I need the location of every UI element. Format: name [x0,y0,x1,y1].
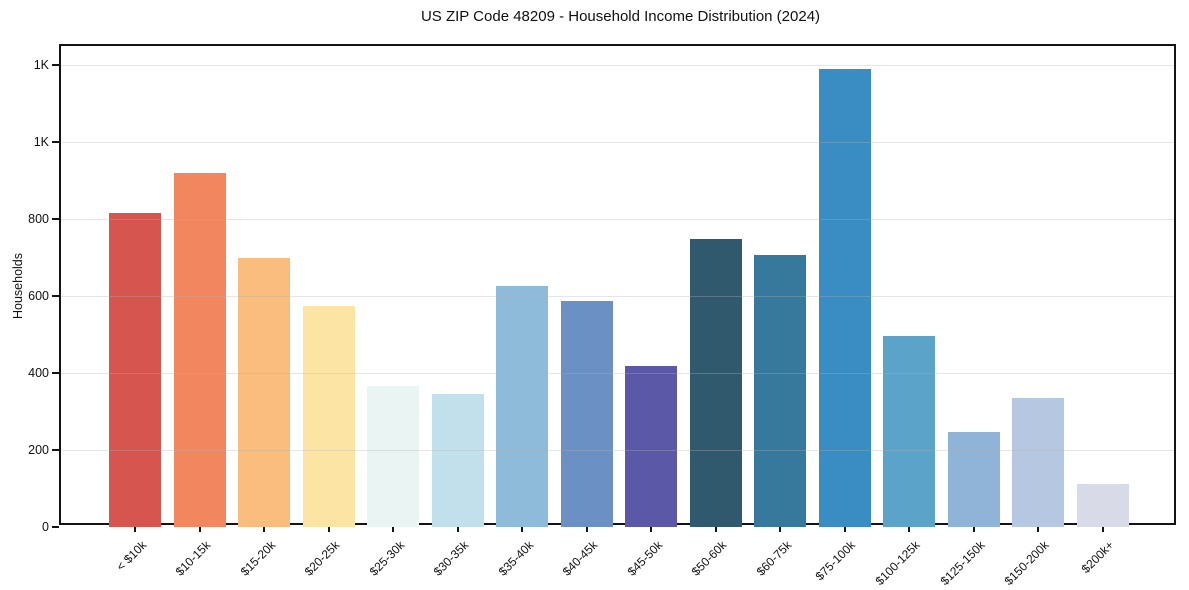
x-tick-label: $75-100k [813,538,859,584]
bar [367,386,419,527]
x-tick-label: $15-20k [237,538,278,579]
x-tick-mark [1101,527,1104,532]
y-tick-label: 600 [28,289,49,304]
plot-area: 0 200 400 600 800 1K 1K < $10k $10-15k $15-20k $20… [28,44,1176,588]
y-tick-mark [52,218,59,221]
y-tick-label: 1K [33,135,49,150]
bar [754,255,806,527]
x-tick-mark [327,527,330,532]
bar [431,393,484,527]
bar [173,172,226,527]
bar [302,305,355,527]
x-tick-mark [908,527,910,532]
bar [883,335,935,527]
x-tick-mark [650,527,652,532]
x-tick-mark [843,527,846,532]
chart-title: US ZIP Code 48209 - Household Income Dis… [420,8,821,25]
y-tick-label: 400 [28,366,49,381]
bar [818,69,871,527]
x-tick-label: $125-150k [937,538,988,589]
gridline [61,142,1174,143]
x-tick-mark [263,527,265,532]
y-tick-label: 200 [28,443,49,458]
bar [496,286,548,527]
x-tick-mark [972,527,975,532]
y-tick-label: 1K [33,58,49,73]
x-tick-label: $30-35k [430,538,472,579]
y-tick-label: 0 [42,520,49,534]
x-tick-label: $35-40k [495,538,536,579]
y-tick-mark [52,526,59,528]
x-tick-label: $200k+ [1078,538,1117,576]
x-tick-mark [456,527,459,532]
x-tick-mark [779,527,781,532]
y-tick-mark [52,449,59,452]
bar [947,432,1000,527]
x-tick-mark [1037,527,1039,532]
x-tick-label: $40-45k [559,538,601,579]
x-tick-label: $45-50k [624,538,665,579]
x-tick-label: $20-25k [301,538,343,579]
x-tick-mark [585,527,588,532]
x-tick-mark [198,527,201,532]
x-tick-mark [392,527,394,532]
bar [1012,398,1064,527]
gridline [61,296,1174,297]
y-tick-mark [52,372,59,375]
x-tick-label: $100-125k [872,538,923,589]
x-tick-label: $25-30k [366,538,407,579]
x-tick-mark [714,527,717,532]
x-tick-label: $150-200k [1001,538,1052,589]
bar [109,213,161,527]
gridline [61,373,1174,374]
x-tick-mark [521,527,523,532]
bar [238,258,290,527]
y-tick-mark [52,141,59,144]
y-tick-mark [52,295,59,298]
x-tick-label: $10-15k [172,538,214,579]
y-tick-mark [52,64,59,67]
x-tick-label: $60-75k [753,538,794,579]
x-tick-label: < $10k [113,538,149,574]
bar [689,239,742,527]
bar [1076,483,1129,527]
x-tick-label: $50-60k [688,538,730,579]
y-tick-label: 800 [28,212,49,227]
bar [625,365,677,527]
gridline [61,219,1174,220]
y-axis-label: Households [11,252,25,320]
gridline [61,450,1174,451]
gridline [61,65,1174,66]
bar [560,301,613,527]
x-tick-mark [134,527,136,532]
